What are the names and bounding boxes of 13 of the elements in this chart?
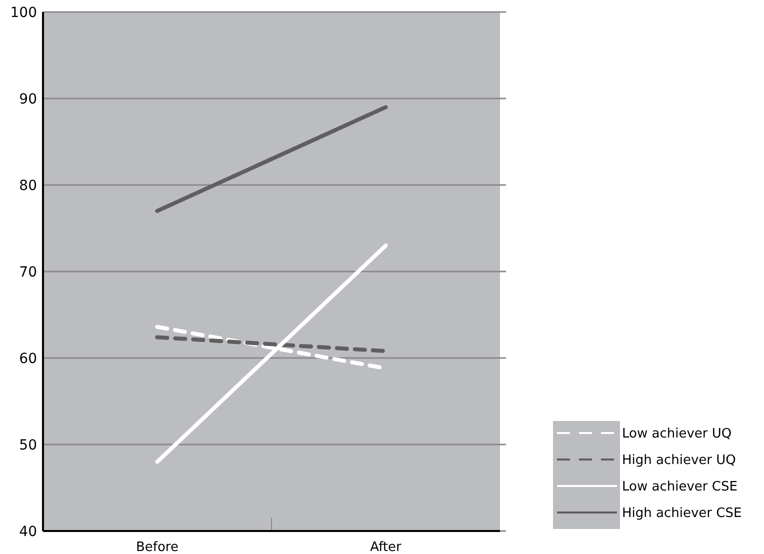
y-tick-label: 80: [19, 178, 37, 194]
x-tick-label: Before: [136, 540, 179, 554]
x-tick-label: After: [370, 540, 402, 554]
legend-label: High achiever UQ: [622, 453, 736, 468]
y-tick-label: 60: [19, 350, 37, 367]
y-tick-label: 40: [19, 524, 37, 540]
y-tick-label: 90: [19, 91, 37, 108]
legend-label: Low achiever CSE: [622, 480, 738, 495]
y-tick-label: 50: [19, 437, 37, 454]
legend-label: Low achiever UQ: [622, 426, 732, 442]
y-tick-label: 70: [19, 264, 37, 280]
y-tick-label: 100: [10, 4, 37, 21]
legend-label: High achiever CSE: [622, 506, 742, 522]
